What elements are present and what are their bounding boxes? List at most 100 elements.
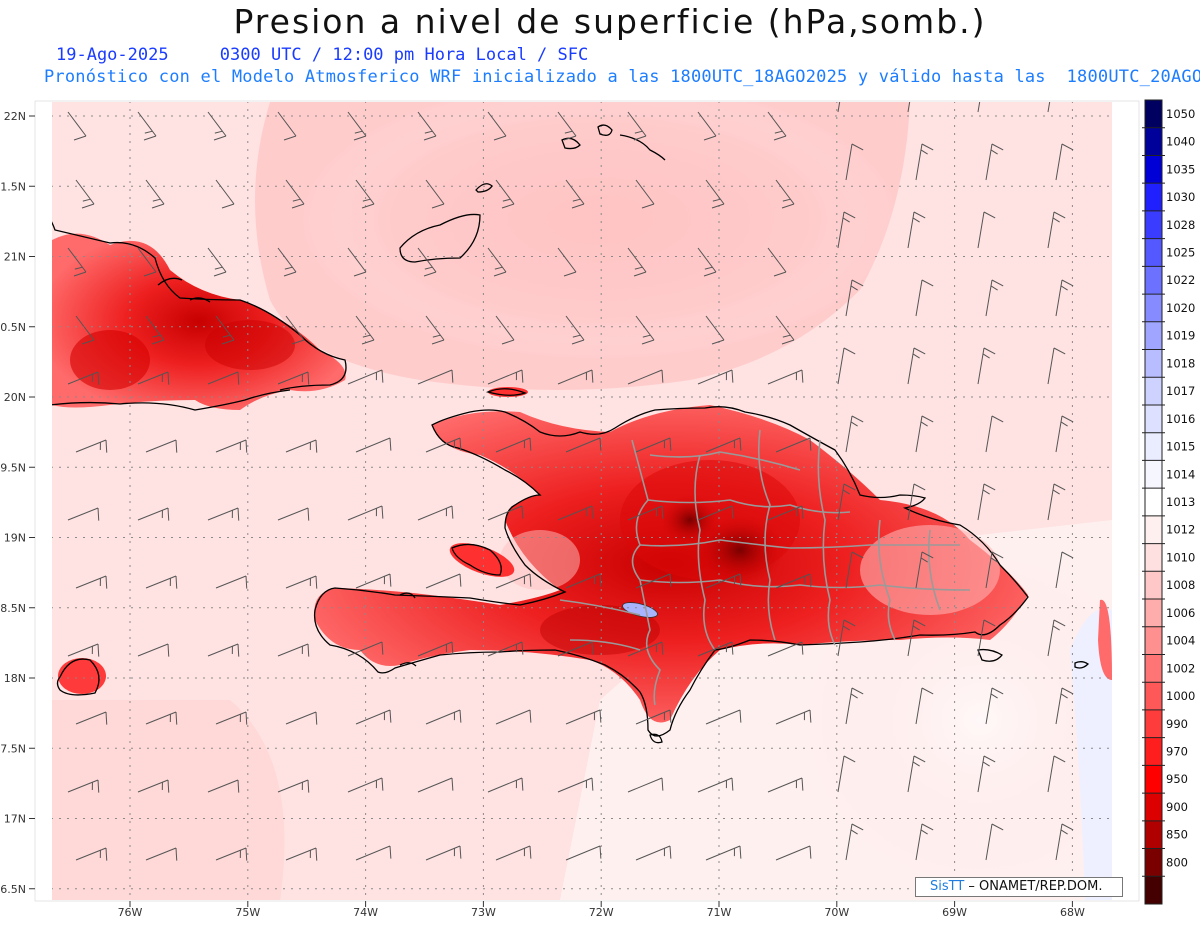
colorbar-label: 1013 (1166, 495, 1195, 509)
wind-barb (425, 179, 445, 209)
wind-barb (355, 573, 392, 589)
colorbar-swatch (1145, 460, 1162, 489)
wind-barb (285, 575, 318, 589)
wind-barb (215, 575, 248, 589)
colorbar-swatch (1145, 543, 1162, 572)
wind-barb (705, 315, 725, 345)
wind-barb (425, 437, 462, 453)
colorbar-swatch (1145, 238, 1162, 267)
wind-barb (565, 315, 585, 345)
colorbar-label: 970 (1166, 745, 1188, 759)
wind-barb (977, 347, 996, 385)
wind-barb (207, 779, 240, 793)
wind-barb (985, 687, 1004, 725)
wind-barb (75, 315, 95, 345)
colorbar-label: 850 (1166, 828, 1188, 842)
wind-barb (495, 709, 532, 725)
colorbar-swatch (1145, 266, 1162, 295)
colorbar-swatch (1145, 515, 1162, 545)
wind-barb (207, 371, 240, 385)
lon-label: 73W (471, 906, 496, 919)
lat-label: 7.5N (0, 742, 26, 755)
wind-barb (355, 845, 392, 861)
wind-barb (347, 247, 367, 277)
wind-barb (767, 641, 804, 657)
saona-island (977, 648, 1003, 662)
pressure-field (52, 102, 1112, 900)
wind-barb (845, 143, 864, 181)
colorbar-label: 1000 (1166, 689, 1195, 703)
wind-barb (985, 551, 1004, 589)
wind-barb (915, 279, 934, 317)
wind-barb (915, 143, 934, 181)
wind-barb (907, 102, 911, 113)
wind-barb (977, 211, 996, 249)
wind-barb (845, 279, 864, 317)
wind-barb (837, 755, 856, 793)
colorbar-frame (1144, 99, 1163, 905)
cuba-coast-north (52, 221, 347, 391)
colorbar-swatch (1145, 210, 1162, 240)
turks-caicos-3 (619, 134, 666, 161)
wind-barb (767, 505, 804, 521)
wind-barb (767, 777, 804, 793)
colorbar-swatch (1145, 432, 1162, 461)
date-time-line: 19-Ago-2025 0300 UTC / 12:00 pm Hora Loc… (56, 45, 588, 65)
colorbar-swatch (1145, 876, 1162, 905)
wind-barb (635, 573, 672, 589)
puerto-rico-islet (1074, 661, 1090, 669)
wind-barb (915, 415, 934, 453)
wind-barb (1055, 143, 1074, 181)
wind-barb (565, 179, 585, 209)
lat-label: 9.5N (0, 461, 26, 474)
credit-box: SisTT – ONAMET/REP.DOM. (915, 877, 1123, 897)
lat-label: 18N (4, 672, 26, 685)
colorbar-swatch (1145, 765, 1162, 794)
wind-barb (75, 179, 95, 209)
wind-barb (145, 575, 178, 589)
credit-text: – ONAMET/REP.DOM. (964, 879, 1103, 894)
colorbar-label: 1014 (1166, 467, 1195, 481)
wind-barb (627, 247, 647, 277)
wind-barb (907, 755, 926, 793)
colorbar-label: 1025 (1166, 245, 1195, 259)
wind-barb (977, 619, 996, 657)
wind-barb (277, 247, 297, 277)
colorbar-label: 1040 (1166, 135, 1195, 149)
wind-barb (355, 709, 392, 725)
wind-barb (845, 823, 864, 861)
wind-barb (417, 247, 437, 277)
cuba-coast-south (52, 389, 291, 411)
wind-barb (1047, 483, 1066, 521)
lat-label: 1.5N (0, 180, 26, 193)
wind-barb (75, 711, 108, 725)
colorbar-swatch (1145, 626, 1162, 655)
colorbar-label: 1010 (1166, 550, 1195, 564)
colorbar-label: 800 (1166, 855, 1188, 869)
bahamas-small-1 (475, 183, 493, 193)
wind-barb (75, 439, 108, 453)
wind-barb (137, 779, 170, 793)
colorbar-label: 1017 (1166, 384, 1195, 398)
wind-barb (495, 437, 532, 453)
wind-barb (347, 111, 367, 141)
colorbar-swatch (1145, 820, 1162, 850)
wind-barb (285, 179, 305, 209)
wind-barb (565, 845, 602, 861)
wind-barb (215, 179, 235, 209)
lat-label: 21N (4, 251, 26, 264)
lon-label: 71W (707, 906, 732, 919)
wind-barbs (67, 102, 1074, 861)
wind-barb (907, 347, 926, 385)
wind-barb (425, 573, 462, 589)
wind-barb (137, 507, 170, 521)
lat-label: 20N (4, 391, 26, 404)
wind-barb (285, 439, 318, 453)
wind-barb (705, 573, 742, 589)
wind-barb (775, 315, 795, 345)
wind-barb (355, 437, 392, 453)
cuba-keys (157, 277, 211, 303)
colorbar-label: 900 (1166, 800, 1188, 814)
colorbar-swatch (1145, 294, 1162, 323)
wind-barb (627, 369, 664, 385)
